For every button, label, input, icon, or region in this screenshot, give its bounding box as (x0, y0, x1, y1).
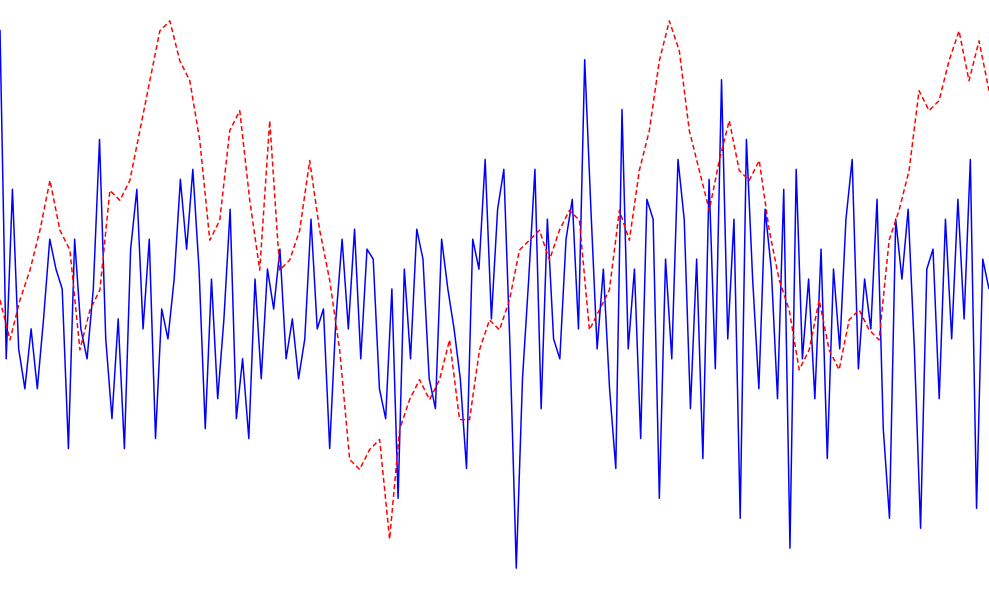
line-series (0, 20, 989, 540)
line-series (0, 29, 989, 569)
